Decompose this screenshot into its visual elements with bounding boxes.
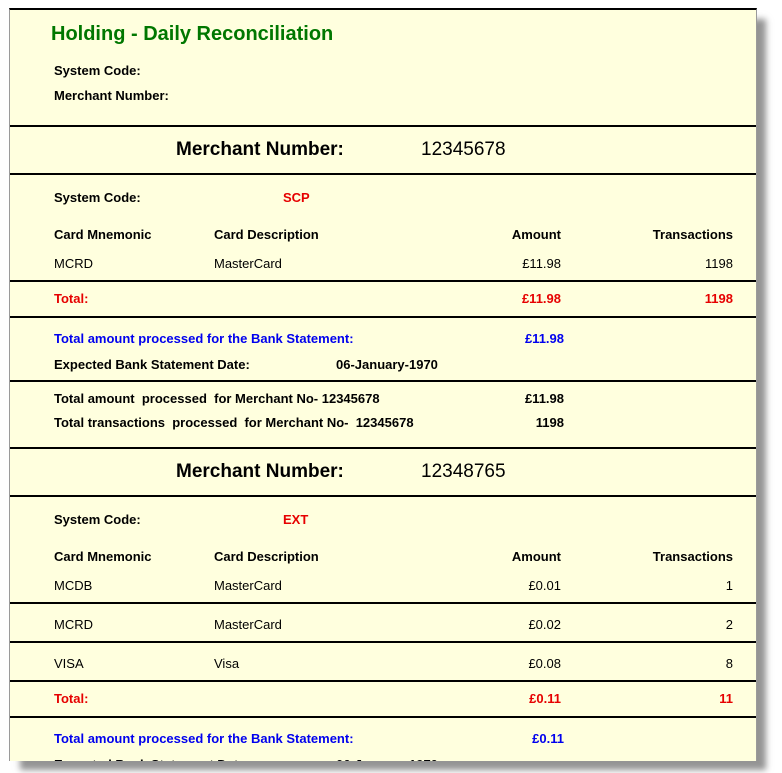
divider [10,447,756,449]
divider [10,716,756,718]
col-header-card-description: Card Description [214,549,319,564]
transactions: 1 [725,578,733,593]
expected-date-value: 06-January-1970 [336,757,756,761]
total-amount: £11.98 [521,291,561,306]
table-row: MCRD MasterCard £11.98 1198 [10,256,756,272]
merchant-summary-transactions-label: Total transactions processed for Merchan… [54,415,414,430]
table-row: VISA Visa £0.08 8 [10,656,756,672]
divider [10,641,756,643]
col-header-transactions: Transactions [652,549,733,564]
merchant-number-value: 12348765 [421,461,506,482]
divider [10,495,756,497]
transactions: 1198 [705,256,733,271]
merchant-summary-amount-row: Total amount processed for Merchant No- … [10,391,756,407]
col-header-card-mnemonic: Card Mnemonic [54,549,152,564]
expected-date-row: Expected Bank Statement Date: 06-January… [10,357,756,373]
total-label: Total: [54,291,89,306]
card-mnemonic: VISA [54,656,84,671]
expected-date-label: Expected Bank Statement Date: [54,357,250,372]
merchant-summary-transactions-row: Total transactions processed for Merchan… [10,415,756,431]
amount: £0.02 [528,617,561,632]
col-header-transactions: Transactions [652,227,733,242]
page-title: Holding - Daily Reconciliation [51,23,334,45]
system-code-row: System Code: SCP [10,190,756,206]
merchant-number-value: 12345678 [421,139,506,160]
card-description: MasterCard [214,617,282,632]
total-transactions: 11 [719,691,733,706]
expected-date-value: 06-January-1970 [336,357,438,372]
amount: £0.08 [528,656,561,671]
card-description: MasterCard [214,578,282,593]
expected-date-row: Expected Bank Statement Date: 06-January… [10,757,756,761]
intro-merchant-number-label: Merchant Number: [54,88,169,103]
total-transactions: 1198 [704,291,733,306]
reconciliation-report-page: Holding - Daily Reconciliation System Co… [9,8,757,761]
bank-statement-total-row: Total amount processed for the Bank Stat… [10,331,756,347]
card-mnemonic: MCRD [54,617,93,632]
merchant-banner: Merchant Number: 12348765 [10,449,756,495]
bank-statement-total-label: Total amount processed for the Bank Stat… [54,331,354,346]
system-code-label: System Code: [54,190,141,205]
bank-statement-total-row: Total amount processed for the Bank Stat… [10,731,756,747]
table-header-row: Card Mnemonic Card Description Amount Tr… [10,227,756,243]
amount: £0.01 [528,578,561,593]
merchant-banner: Merchant Number: 12345678 [10,127,756,173]
card-mnemonic: MCRD [54,256,93,271]
amount: £11.98 [522,256,561,271]
merchant-summary-transactions-value: 1198 [535,415,564,430]
transactions: 2 [725,617,733,632]
divider [10,125,756,127]
divider [10,280,756,282]
system-code-value: EXT [283,512,309,527]
col-header-card-description: Card Description [214,227,319,242]
divider [10,602,756,604]
bank-statement-total-label: Total amount processed for the Bank Stat… [54,731,354,746]
intro-system-code-label: System Code: [54,63,141,78]
col-header-amount: Amount [511,227,561,242]
table-row: MCDB MasterCard £0.01 1 [10,578,756,594]
total-row: Total: £0.11 11 [10,682,756,716]
total-row: Total: £11.98 1198 [10,282,756,316]
bank-statement-total-amount: £11.98 [524,331,564,346]
system-code-row: System Code: EXT [10,512,756,528]
divider [10,173,756,175]
system-code-value: SCP [283,190,310,205]
merchant-number-label: Merchant Number: [176,461,344,482]
merchant-summary-amount-label: Total amount processed for Merchant No- … [54,391,380,406]
divider [10,380,756,382]
card-description: Visa [214,656,240,671]
table-row: MCRD MasterCard £0.02 2 [10,617,756,633]
expected-date-label: Expected Bank Statement Date: [54,757,336,761]
merchant-summary-amount-value: £11.98 [524,391,564,406]
col-header-amount: Amount [511,549,561,564]
system-code-label: System Code: [54,512,141,527]
bank-statement-total-amount: £0.11 [532,731,564,746]
col-header-card-mnemonic: Card Mnemonic [54,227,152,242]
card-mnemonic: MCDB [54,578,93,593]
table-header-row: Card Mnemonic Card Description Amount Tr… [10,549,756,565]
card-description: MasterCard [214,256,282,271]
total-amount: £0.11 [529,691,561,706]
divider [10,316,756,318]
transactions: 8 [725,656,733,671]
divider [10,680,756,682]
total-label: Total: [54,691,89,706]
merchant-number-label: Merchant Number: [176,139,344,160]
